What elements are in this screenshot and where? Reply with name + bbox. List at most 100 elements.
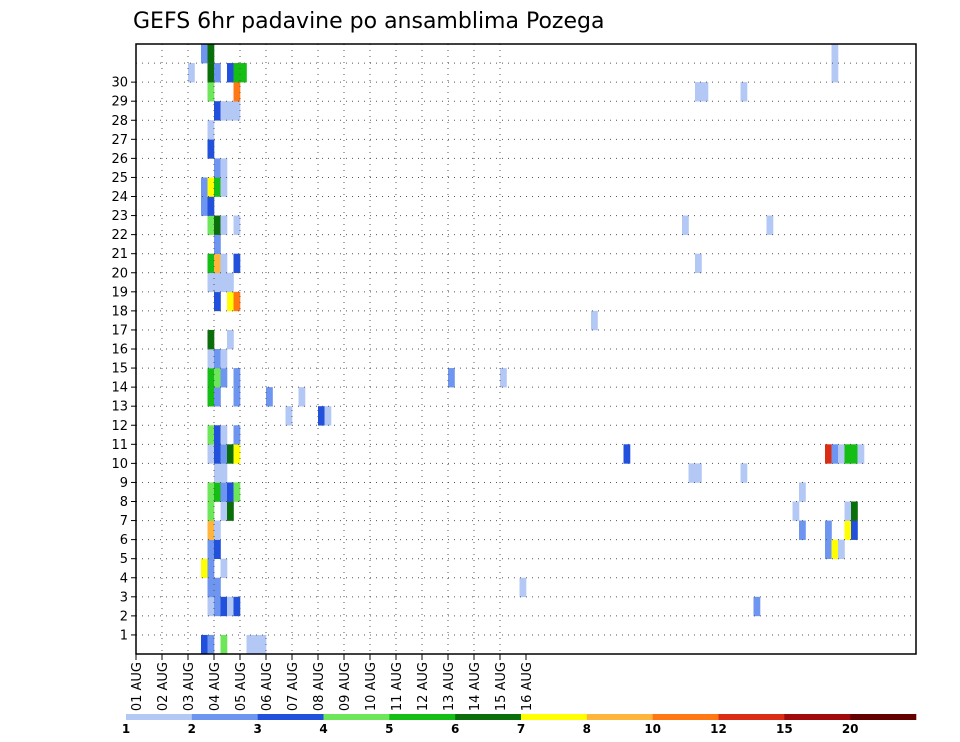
heatmap-cell (214, 539, 221, 559)
x-tick-label: 12 AUG (416, 662, 431, 711)
x-tick-label: 11 AUG (390, 662, 405, 711)
y-tick-label: 17 (111, 323, 128, 338)
heatmap-cell (233, 387, 241, 407)
legend-label: 6 (451, 722, 459, 736)
heatmap-cell (233, 596, 241, 617)
heatmap-cell (207, 63, 215, 83)
y-tick-label: 5 (120, 552, 128, 567)
heatmap-cell (201, 177, 208, 197)
heatmap-cell (207, 577, 215, 598)
x-tick-label: 01 AUG (130, 662, 145, 711)
heatmap-cell (207, 272, 215, 293)
heatmap-cell (220, 463, 228, 483)
heatmap-cell (207, 634, 215, 655)
heatmap-cell (207, 120, 215, 140)
heatmap-cell (240, 63, 247, 83)
legend-label: 8 (583, 722, 591, 736)
legend-label: 5 (385, 722, 393, 736)
x-tick-label: 10 AUG (364, 662, 379, 711)
x-tick-label: 03 AUG (182, 662, 197, 711)
heatmap-cell (220, 158, 228, 178)
heatmap-cell (207, 177, 215, 197)
heatmap-cell (220, 177, 228, 197)
heatmap-cell (227, 482, 234, 502)
heatmap-cell (298, 387, 306, 407)
heatmap-cell (214, 63, 221, 83)
heatmap-cell (701, 82, 709, 102)
y-tick-label: 7 (120, 514, 128, 529)
heatmap-cell (214, 482, 221, 502)
y-tick-label: 14 (111, 381, 128, 396)
y-tick-label: 11 (111, 438, 128, 453)
legend-swatch (126, 714, 193, 720)
heatmap-cell (214, 349, 221, 369)
heatmap-cell (318, 406, 325, 426)
heatmap-cell (220, 444, 228, 464)
heatmap-cell (214, 425, 221, 445)
heatmap-cell (253, 634, 260, 655)
y-tick-label: 28 (111, 114, 128, 129)
heatmap-cell (831, 44, 839, 64)
heatmap-cell (695, 463, 702, 483)
heatmap-cell (838, 539, 845, 559)
heatmap-cell (519, 577, 527, 598)
heatmap-cell (207, 558, 215, 579)
heatmap-cell (844, 501, 852, 521)
x-tick-label: 14 AUG (468, 662, 483, 711)
heatmap-cell (214, 272, 221, 293)
heatmap-cell (207, 253, 215, 274)
heatmap-cell (207, 596, 215, 617)
y-tick-label: 20 (111, 266, 128, 281)
heatmap-cells (188, 44, 865, 655)
x-tick-label: 16 AUG (520, 662, 535, 711)
legend-label: 12 (710, 722, 727, 736)
chart-title: GEFS 6hr padavine po ansamblima Pozega (133, 9, 604, 34)
heatmap-cell (220, 253, 228, 274)
y-tick-label: 13 (111, 400, 128, 415)
heatmap-cell (201, 634, 208, 655)
heatmap-cell (623, 444, 631, 464)
heatmap-cell (227, 272, 234, 293)
heatmap-cell (220, 215, 228, 235)
heatmap-cell (233, 368, 241, 388)
heatmap-cell (207, 520, 215, 540)
heatmap-cell (233, 291, 241, 312)
heatmap-cell (220, 501, 228, 521)
x-tick-label: 06 AUG (260, 662, 275, 711)
heatmap-cell (220, 482, 228, 502)
legend-swatch (784, 714, 851, 720)
heatmap-cell (851, 501, 858, 521)
y-tick-label: 12 (111, 419, 128, 434)
heatmap-cell (753, 596, 761, 617)
y-tick-label: 27 (111, 133, 128, 148)
y-tick-label: 10 (111, 457, 128, 472)
heatmap-cell (259, 634, 267, 655)
heatmap-cell (233, 425, 241, 445)
heatmap-cell (214, 177, 221, 197)
heatmap-cell (214, 577, 221, 598)
heatmap-cell (207, 196, 215, 216)
legend-swatch (389, 714, 456, 720)
x-tick-label: 13 AUG (442, 662, 457, 711)
heatmap-cell (227, 444, 234, 464)
x-tick-label: 07 AUG (286, 662, 301, 711)
x-tick-label: 04 AUG (208, 662, 223, 711)
heatmap-cell (214, 368, 221, 388)
heatmap-cell (591, 310, 598, 331)
legend-swatch (586, 714, 653, 720)
heatmap-cell (207, 444, 215, 464)
heatmap-cell (857, 444, 865, 464)
y-tick-label: 16 (111, 343, 128, 358)
heatmap-cell (838, 444, 845, 464)
heatmap-cell (220, 425, 228, 445)
heatmap-cell (233, 482, 241, 502)
heatmap-cell (207, 329, 215, 350)
heatmap-cell (766, 215, 774, 235)
y-tick-label: 26 (111, 152, 128, 167)
heatmap-cell (233, 444, 241, 464)
y-tick-label: 22 (111, 228, 128, 243)
y-tick-label: 3 (120, 590, 128, 605)
heatmap-cell (214, 158, 221, 178)
heatmap-cell (220, 634, 228, 655)
